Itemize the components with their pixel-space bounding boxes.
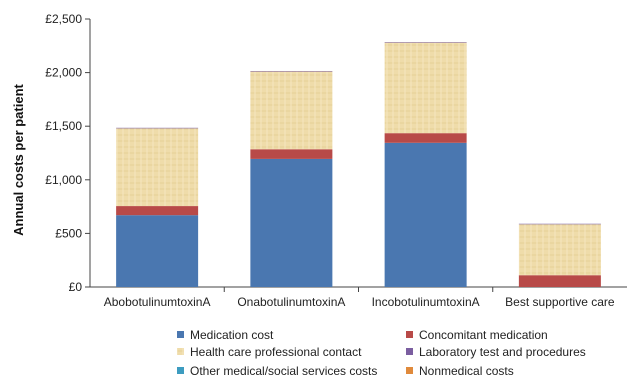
legend-swatch (177, 331, 184, 338)
x-tick-label: OnabotulinumtoxinA (237, 295, 345, 309)
legend-swatch (177, 348, 184, 355)
axes: £0 £500 £1,000 £1,500 £2,000 £2,500 Abobotulin… (45, 12, 627, 309)
legend-label: Concomitant medication (419, 328, 548, 342)
bar-segment (384, 133, 467, 143)
bar-segment (518, 275, 601, 287)
y-tick-label: £2,500 (45, 12, 82, 26)
bar-segment (116, 206, 199, 216)
y-tick-label: £0 (69, 280, 83, 294)
bar-segment (518, 223, 601, 225)
bar-segment (384, 42, 467, 134)
bar-segment (518, 224, 601, 276)
bar-segment (250, 70, 333, 72)
x-tick-label: Best supportive care (505, 295, 615, 309)
bar-segment (384, 42, 467, 43)
y-tick-label: £2,000 (45, 66, 82, 80)
bar-segment (384, 142, 467, 287)
legend-label: Health care professional contact (190, 345, 362, 359)
legend-label: Nonmedical costs (419, 364, 514, 378)
y-tick-label: £1,000 (45, 173, 82, 187)
legend: Medication cost Concomitant medication Hea… (177, 328, 586, 378)
legend-label: Laboratory test and procedures (419, 345, 586, 359)
legend-swatch (406, 331, 413, 338)
legend-label: Other medical/social services costs (190, 364, 377, 378)
legend-swatch (406, 348, 413, 355)
bar-segment (116, 127, 199, 129)
legend-swatch (406, 367, 413, 374)
y-tick-label: £1,500 (45, 119, 82, 133)
legend-swatch (177, 367, 184, 374)
bar-segment (116, 128, 199, 207)
bar-segment (250, 149, 333, 159)
x-tick-label: IncobotulinumtoxinA (372, 295, 480, 309)
legend-label: Medication cost (190, 328, 274, 342)
y-axis-label: Annual costs per patient (11, 83, 26, 235)
bar-segment (250, 158, 333, 287)
bar-segment (116, 215, 199, 287)
bars (116, 42, 601, 287)
bar-segment (250, 71, 333, 150)
y-tick-label: £500 (55, 226, 82, 240)
x-tick-label: AbobotulinumtoxinA (104, 295, 211, 309)
